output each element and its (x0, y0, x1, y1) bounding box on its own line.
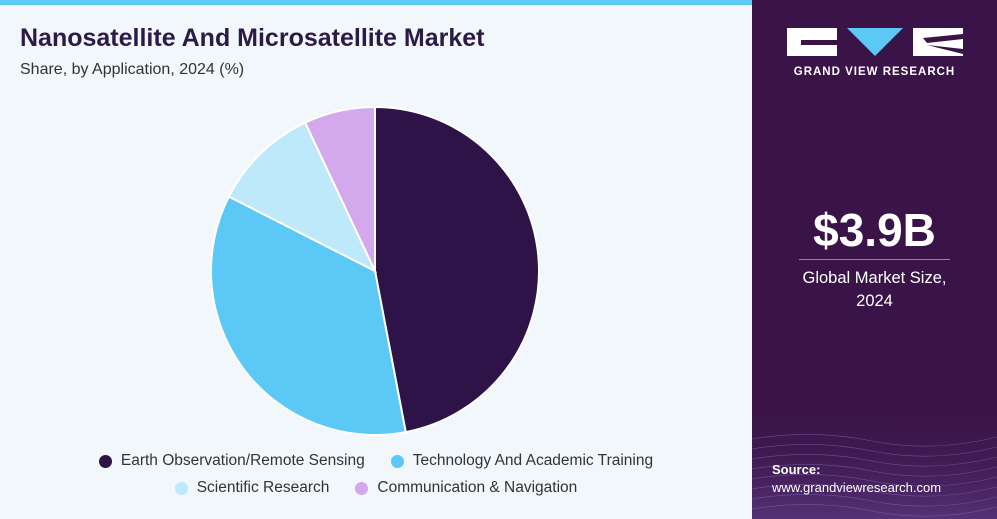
market-size-label: Global Market Size, 2024 (752, 267, 997, 313)
legend-swatch-technology-training (390, 454, 404, 468)
chart-title: Nanosatellite And Microsatellite Market (20, 24, 485, 52)
legend-item-technology-training: Technology And Academic Training (390, 452, 654, 470)
market-size-label-line2: 2024 (856, 292, 893, 310)
pie-chart (210, 105, 540, 436)
legend-label-earth-observation: Earth Observation/Remote Sensing (120, 452, 365, 469)
legend-swatch-communication-navigation (355, 481, 369, 495)
legend-item-scientific-research: Scientific Research (174, 479, 330, 497)
legend-row: Scientific Research Communication & Navi… (0, 479, 752, 497)
market-size-value: $3.9B (813, 204, 936, 256)
source-label: Source: (772, 462, 821, 477)
info-sidebar: GRAND VIEW RESEARCH $3.9B Global Market … (752, 0, 997, 519)
grand-view-research-logo (787, 28, 963, 56)
legend-label-communication-navigation: Communication & Navigation (377, 479, 578, 496)
chart-panel: Nanosatellite And Microsatellite Market … (0, 0, 752, 519)
legend-label-technology-training: Technology And Academic Training (412, 452, 654, 469)
chart-legend: Earth Observation/Remote Sensing Technol… (0, 452, 752, 506)
pie-slice-scientific-research (227, 121, 378, 274)
legend-item-earth-observation: Earth Observation/Remote Sensing (98, 452, 365, 470)
accent-bar (0, 0, 752, 5)
market-size-label-line1: Global Market Size, (802, 269, 947, 287)
brand-name: GRAND VIEW RESEARCH (793, 66, 956, 78)
pie-slice-earth-observation-remote-sensing (374, 105, 540, 434)
legend-swatch-scientific-research (174, 481, 188, 495)
pie-slice-communication-navigation (303, 105, 376, 272)
chart-subtitle: Share, by Application, 2024 (%) (20, 61, 245, 78)
source-note: Source: www.grandviewresearch.com (772, 461, 941, 497)
legend-label-scientific-research: Scientific Research (196, 479, 330, 496)
source-url[interactable]: www.grandviewresearch.com (772, 480, 942, 495)
legend-swatch-earth-observation (98, 454, 112, 468)
wave-pattern-decoration (752, 399, 997, 519)
divider (799, 259, 950, 260)
legend-row: Earth Observation/Remote Sensing Technol… (0, 452, 752, 470)
pie-slice-technology-and-academic-training (210, 195, 407, 436)
legend-item-communication-navigation: Communication & Navigation (355, 479, 577, 497)
